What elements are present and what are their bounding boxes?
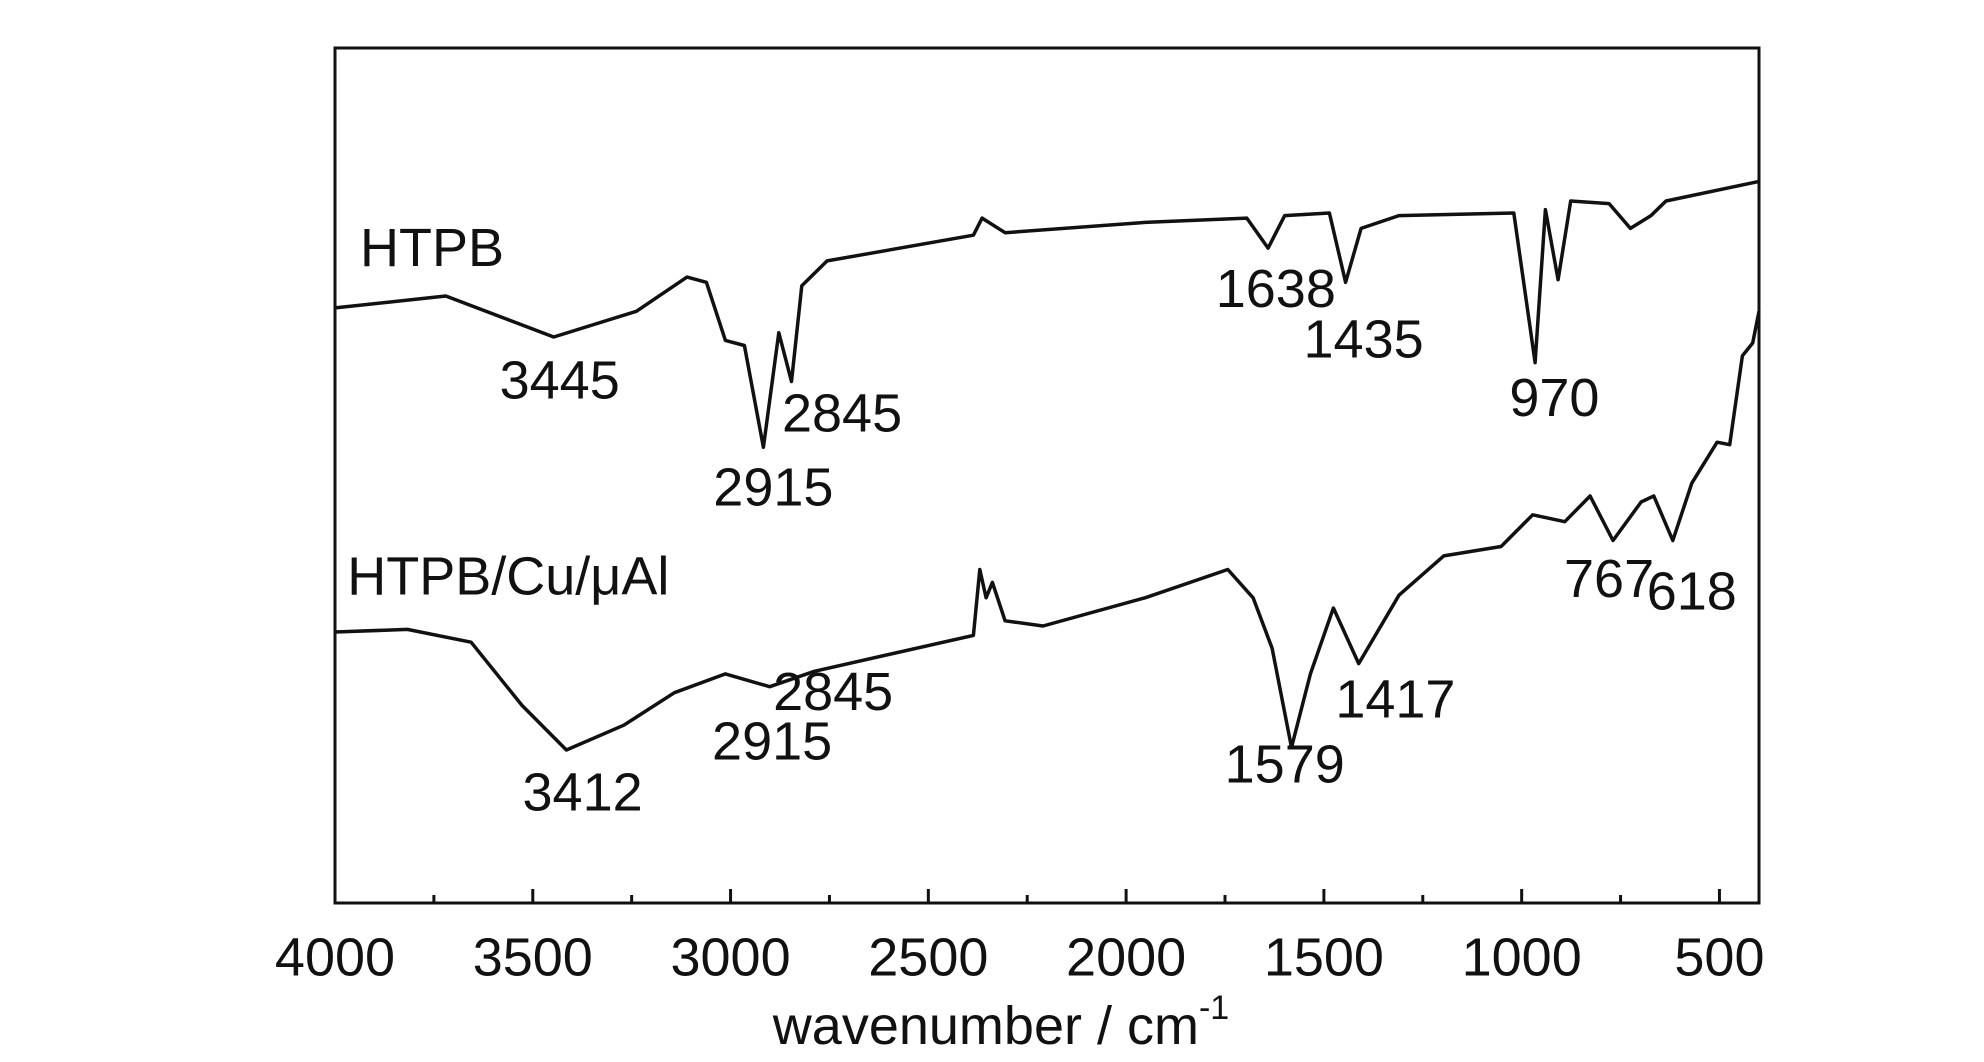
x-axis-title: wavenumber / cm-1: [772, 989, 1229, 1056]
peak-label: 3445: [500, 350, 620, 410]
x-tick-label: 3500: [473, 927, 593, 987]
x-tick-label: 500: [1674, 927, 1764, 987]
x-axis-title-text: wavenumber / cm: [772, 996, 1199, 1056]
x-tick-label: 1000: [1462, 927, 1582, 987]
x-tick-label: 4000: [275, 927, 395, 987]
series-label: HTPB/Cu/μAl: [347, 546, 669, 606]
peak-label: 1435: [1304, 310, 1424, 370]
series-label: HTPB: [360, 218, 504, 278]
peak-label: 1579: [1225, 735, 1345, 795]
x-tick-label: 1500: [1264, 927, 1384, 987]
peak-label: 2845: [773, 662, 893, 722]
x-axis-title-sup: -1: [1199, 989, 1229, 1027]
peak-label: 1638: [1216, 259, 1336, 319]
peak-label: 970: [1509, 368, 1599, 428]
peak-label: 618: [1647, 562, 1737, 622]
peak-label: 2915: [713, 457, 833, 517]
spectrum-line: [334, 179, 1760, 450]
peak-label: 1417: [1335, 670, 1455, 730]
x-tick-label: 2500: [868, 927, 988, 987]
plot-frame: [333, 46, 1761, 905]
peak-label: 2845: [782, 383, 902, 443]
x-tick-label: 3000: [670, 927, 790, 987]
spectrum-line: [334, 310, 1761, 752]
peak-label: 3412: [523, 763, 643, 823]
peak-label: 2915: [712, 712, 832, 772]
x-tick-label: 2000: [1066, 927, 1186, 987]
peak-label: 767: [1564, 549, 1654, 609]
